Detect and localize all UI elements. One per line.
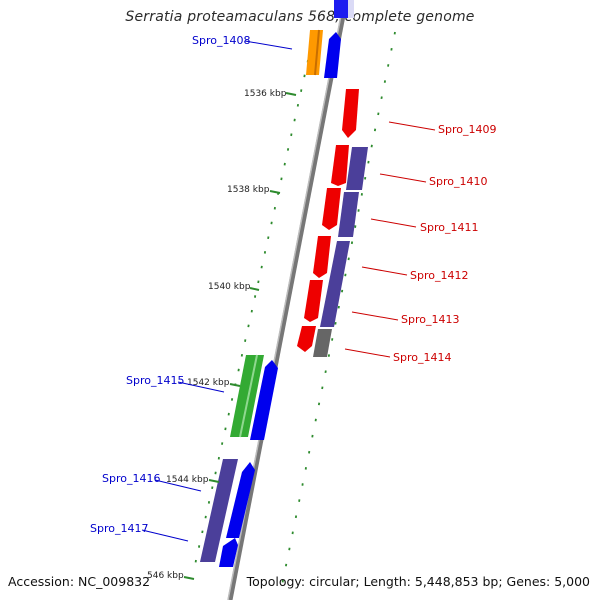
genome-backbone: [227, 0, 349, 600]
gene-spro-1414-red[interactable]: [297, 326, 316, 352]
leader-line-spro-1414: [344, 348, 391, 358]
topology-text: Topology: circular; Length: 5,448,853 bp…: [246, 574, 590, 589]
gene-label-spro-1413[interactable]: Spro_1413: [401, 313, 459, 326]
gene-label-spro-1417[interactable]: Spro_1417: [90, 522, 148, 535]
gene-label-spro-1412[interactable]: Spro_1412: [410, 269, 468, 282]
gene-spro-1417-blue[interactable]: [219, 538, 238, 567]
scale-tick: [208, 479, 220, 483]
gene-spro-1415-green-stripe: [239, 354, 258, 438]
gene-spro-1409[interactable]: [342, 89, 359, 138]
gene-spro-1412-purple[interactable]: [320, 241, 350, 327]
leader-line-spro-1409: [388, 121, 436, 131]
gene-label-spro-1408[interactable]: Spro_1408: [192, 34, 250, 47]
gene-label-spro-1411[interactable]: Spro_1411: [420, 221, 478, 234]
accession-text: Accession: NC_009832: [8, 574, 151, 589]
leader-line-spro-1417: [141, 529, 189, 542]
scale-tick: [229, 383, 241, 387]
gene-label-spro-1410[interactable]: Spro_1410: [429, 175, 487, 188]
gene-label-spro-1414[interactable]: Spro_1414: [393, 351, 451, 364]
gene-spro-1411-purple[interactable]: [338, 192, 359, 237]
scale-tick: [249, 287, 260, 291]
scale-label: 1538 kbp: [227, 185, 270, 195]
gene-spro-1412-red[interactable]: [313, 236, 331, 278]
gene-spro-1408-orange[interactable]: [306, 30, 323, 75]
gene-label-spro-1415[interactable]: Spro_1415: [126, 374, 184, 387]
gene-spro-1415-blue[interactable]: [250, 360, 278, 440]
leader-line-spro-1413: [351, 311, 399, 321]
scale-labels: 1536 kbp 1538 kbp 1540 kbp 1542 kbp 1544…: [147, 89, 287, 581]
scale-label: 1544 kbp: [166, 475, 209, 485]
gene-spro-1410-red[interactable]: [331, 145, 349, 186]
scale-label: 1542 kbp: [187, 378, 230, 388]
dotted-tracks: [194, 31, 396, 583]
gene-spro-1408-orange-edge: [314, 29, 320, 76]
gene-spro-1414-gray[interactable]: [313, 329, 332, 357]
scale-tick: [285, 92, 297, 96]
scale-ticks: [183, 92, 297, 580]
leader-line-spro-1415: [177, 381, 225, 393]
leader-line-spro-1416: [154, 479, 202, 492]
gene-spro-1410-purple[interactable]: [346, 147, 368, 190]
map-title: Serratia proteamaculans 568, complete ge…: [125, 9, 475, 25]
gene-spro-1416-purple[interactable]: [200, 459, 238, 562]
leader-line-spro-1411: [370, 218, 417, 228]
gene-spro-1416-blue[interactable]: [226, 462, 255, 538]
gene-label-spro-1409[interactable]: Spro_1409: [438, 123, 496, 136]
gene-partial-top-highlight: [348, 0, 354, 18]
gene-leader-lines: [141, 40, 436, 542]
gene-spro-1411-red[interactable]: [322, 188, 341, 230]
gene-spro-1415-green[interactable]: [230, 355, 264, 437]
gene-spro-1408-blue[interactable]: [324, 32, 341, 78]
leader-line-spro-1412: [361, 266, 408, 276]
scale-label: 546 kbp: [147, 571, 184, 581]
scale-label: 1536 kbp: [244, 89, 287, 99]
scale-label: 1540 kbp: [208, 282, 251, 292]
gene-labels: Spro_1408 Spro_1409 Spro_1410 Spro_1411 …: [90, 34, 496, 535]
leader-line-spro-1410: [379, 173, 427, 183]
gene-partial-top[interactable]: [334, 0, 348, 18]
gene-spro-1413-red[interactable]: [304, 280, 323, 322]
leader-line-spro-1408: [244, 40, 293, 50]
scale-tick: [183, 576, 195, 580]
gene-label-spro-1416[interactable]: Spro_1416: [102, 472, 160, 485]
gene-arrows: [200, 29, 368, 567]
scale-tick: [269, 190, 281, 194]
